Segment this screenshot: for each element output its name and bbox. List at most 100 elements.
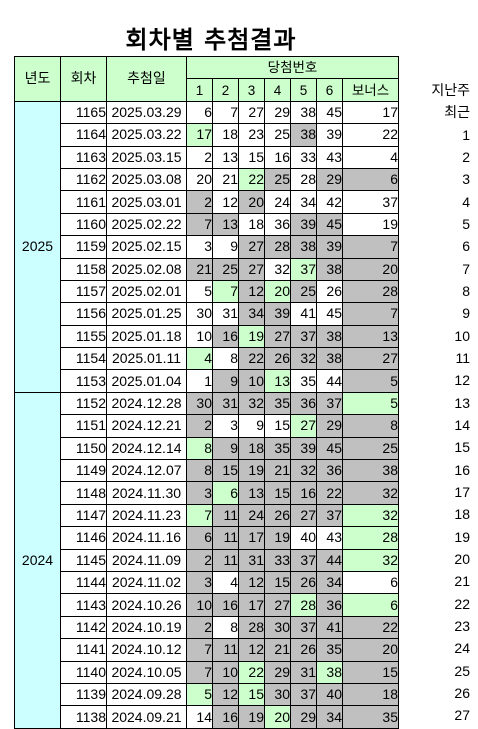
ball-1-cell: 3 <box>186 235 213 259</box>
date-cell: 2025.03.01 <box>106 190 187 214</box>
ball-4-cell: 20 <box>264 705 291 729</box>
ball-5-cell: 37 <box>290 257 317 281</box>
ball-2-cell: 13 <box>212 212 239 237</box>
ball-1-cell: 5 <box>186 682 213 707</box>
table-row: 1156 2025.01.25 30 31 34 39 41 45 7 <box>15 302 399 326</box>
table-row: 1145 2024.11.09 2 11 31 33 37 44 32 <box>15 548 399 572</box>
ball-5-cell: 37 <box>290 324 317 349</box>
ball-2-cell: 10 <box>212 660 239 684</box>
ball-4-cell: 35 <box>264 391 291 416</box>
table-row: 1143 2024.10.26 10 16 17 27 28 36 6 <box>15 593 399 617</box>
weeks-ago-value: 16 <box>454 461 470 478</box>
round-cell: 1158 <box>60 257 107 281</box>
table-row: 1144 2024.11.02 3 4 12 15 26 34 6 <box>15 570 399 595</box>
table-row: 1149 2024.12.07 8 15 19 21 32 36 38 <box>15 459 399 483</box>
table-row: 1154 2025.01.11 4 8 22 26 32 38 27 <box>15 347 399 371</box>
ball-5-cell: 36 <box>290 391 317 416</box>
bonus-cell: 25 <box>342 436 399 461</box>
ball-5-cell: 38 <box>290 123 317 147</box>
ball-3-cell: 12 <box>238 570 265 595</box>
date-cell: 2025.02.15 <box>106 235 187 259</box>
ball-2-cell: 16 <box>212 705 239 729</box>
ball-2-cell: 4 <box>212 570 239 595</box>
ball-5-cell: 37 <box>290 548 317 572</box>
ball-4-cell: 36 <box>264 212 291 237</box>
ball-5-cell: 38 <box>290 235 317 259</box>
ball-1-cell: 7 <box>186 638 213 662</box>
ball-2-cell: 15 <box>212 459 239 483</box>
round-cell: 1164 <box>60 123 107 147</box>
ball-4-cell: 24 <box>264 190 291 214</box>
ball-2-cell: 31 <box>212 391 239 416</box>
date-cell: 2025.02.22 <box>106 212 187 237</box>
ball-5-cell: 28 <box>290 167 317 192</box>
ball-2-cell: 8 <box>212 347 239 371</box>
ball-5-cell: 28 <box>290 593 317 617</box>
ball-1-cell: 1 <box>186 369 213 393</box>
ball-4-cell: 27 <box>264 324 291 349</box>
ball-4-cell: 33 <box>264 548 291 572</box>
ball-6-cell: 45 <box>316 436 343 461</box>
date-cell: 2024.11.09 <box>106 548 187 572</box>
table-row: 1147 2024.11.23 7 11 24 26 27 37 32 <box>15 503 399 528</box>
round-cell: 1161 <box>60 190 107 214</box>
weeks-ago-value: 23 <box>454 617 470 634</box>
ball-5-cell: 26 <box>290 638 317 662</box>
table-row: 1151 2024.12.21 2 3 9 15 27 29 8 <box>15 414 399 438</box>
ball-1-cell: 17 <box>186 123 213 147</box>
weeks-ago-value: 5 <box>462 215 470 232</box>
ball-1-cell: 10 <box>186 324 213 349</box>
ball-2-cell: 16 <box>212 593 239 617</box>
round-cell: 1155 <box>60 324 107 349</box>
ball-2-cell: 21 <box>212 167 239 192</box>
ball-1-cell: 21 <box>186 257 213 281</box>
round-cell: 1150 <box>60 436 107 461</box>
ball-2-cell: 9 <box>212 436 239 461</box>
ball-2-cell: 11 <box>212 503 239 528</box>
ball-6-cell: 37 <box>316 503 343 528</box>
ball-5-cell: 29 <box>290 705 317 729</box>
ball-4-cell: 19 <box>264 526 291 550</box>
ball-3-cell: 24 <box>238 503 265 528</box>
results-body: 2025 1165 2025.03.29 6 7 27 29 38 45 17 1164 2025.0… <box>14 100 399 729</box>
date-cell: 2024.11.23 <box>106 503 187 528</box>
weeks-ago-value: 17 <box>454 483 470 500</box>
ball-3-cell: 12 <box>238 638 265 662</box>
ball-3-cell: 22 <box>238 347 265 371</box>
ball-1-cell: 8 <box>186 436 213 461</box>
ball-4-cell: 30 <box>264 682 291 707</box>
ball-1-cell: 30 <box>186 391 213 416</box>
date-cell: 2024.10.05 <box>106 660 187 684</box>
bonus-cell: 8 <box>342 414 399 438</box>
table-row: 1159 2025.02.15 3 9 27 28 38 39 7 <box>15 235 399 259</box>
ball-2-cell: 7 <box>212 279 239 304</box>
table-row: 1141 2024.10.12 7 11 12 21 26 35 20 <box>15 638 399 662</box>
round-cell: 1141 <box>60 638 107 662</box>
round-cell: 1157 <box>60 279 107 304</box>
bonus-cell: 5 <box>342 391 399 416</box>
date-cell: 2025.02.01 <box>106 279 187 304</box>
ball-5-cell: 38 <box>290 100 317 125</box>
header-winning-numbers: 당첨번호 <box>186 55 399 80</box>
date-cell: 2024.11.16 <box>106 526 187 550</box>
ball-1-cell: 6 <box>186 100 213 125</box>
ball-5-cell: 39 <box>290 436 317 461</box>
table-row: 1138 2024.09.21 14 16 19 20 29 34 35 <box>15 705 399 729</box>
ball-1-cell: 10 <box>186 593 213 617</box>
ball-2-cell: 16 <box>212 324 239 349</box>
date-cell: 2024.12.21 <box>106 414 187 438</box>
table-row: 2024 1152 2024.12.28 30 31 32 35 36 37 5 <box>14 391 399 729</box>
header-date: 추첨일 <box>106 56 187 102</box>
ball-4-cell: 39 <box>264 302 291 326</box>
ball-3-cell: 19 <box>238 705 265 729</box>
table-row: 1139 2024.09.28 5 12 15 30 37 40 18 <box>15 682 399 707</box>
ball-3-cell: 17 <box>238 593 265 617</box>
table-row: 1157 2025.02.01 5 7 12 20 25 26 28 <box>15 279 399 304</box>
ball-3-cell: 27 <box>238 235 265 259</box>
ball-2-cell: 18 <box>212 123 239 147</box>
bonus-cell: 17 <box>342 100 399 125</box>
ball-3-cell: 34 <box>238 302 265 326</box>
header-ball-5: 5 <box>290 78 317 102</box>
date-cell: 2025.01.25 <box>106 302 187 326</box>
bonus-cell: 6 <box>342 570 399 595</box>
